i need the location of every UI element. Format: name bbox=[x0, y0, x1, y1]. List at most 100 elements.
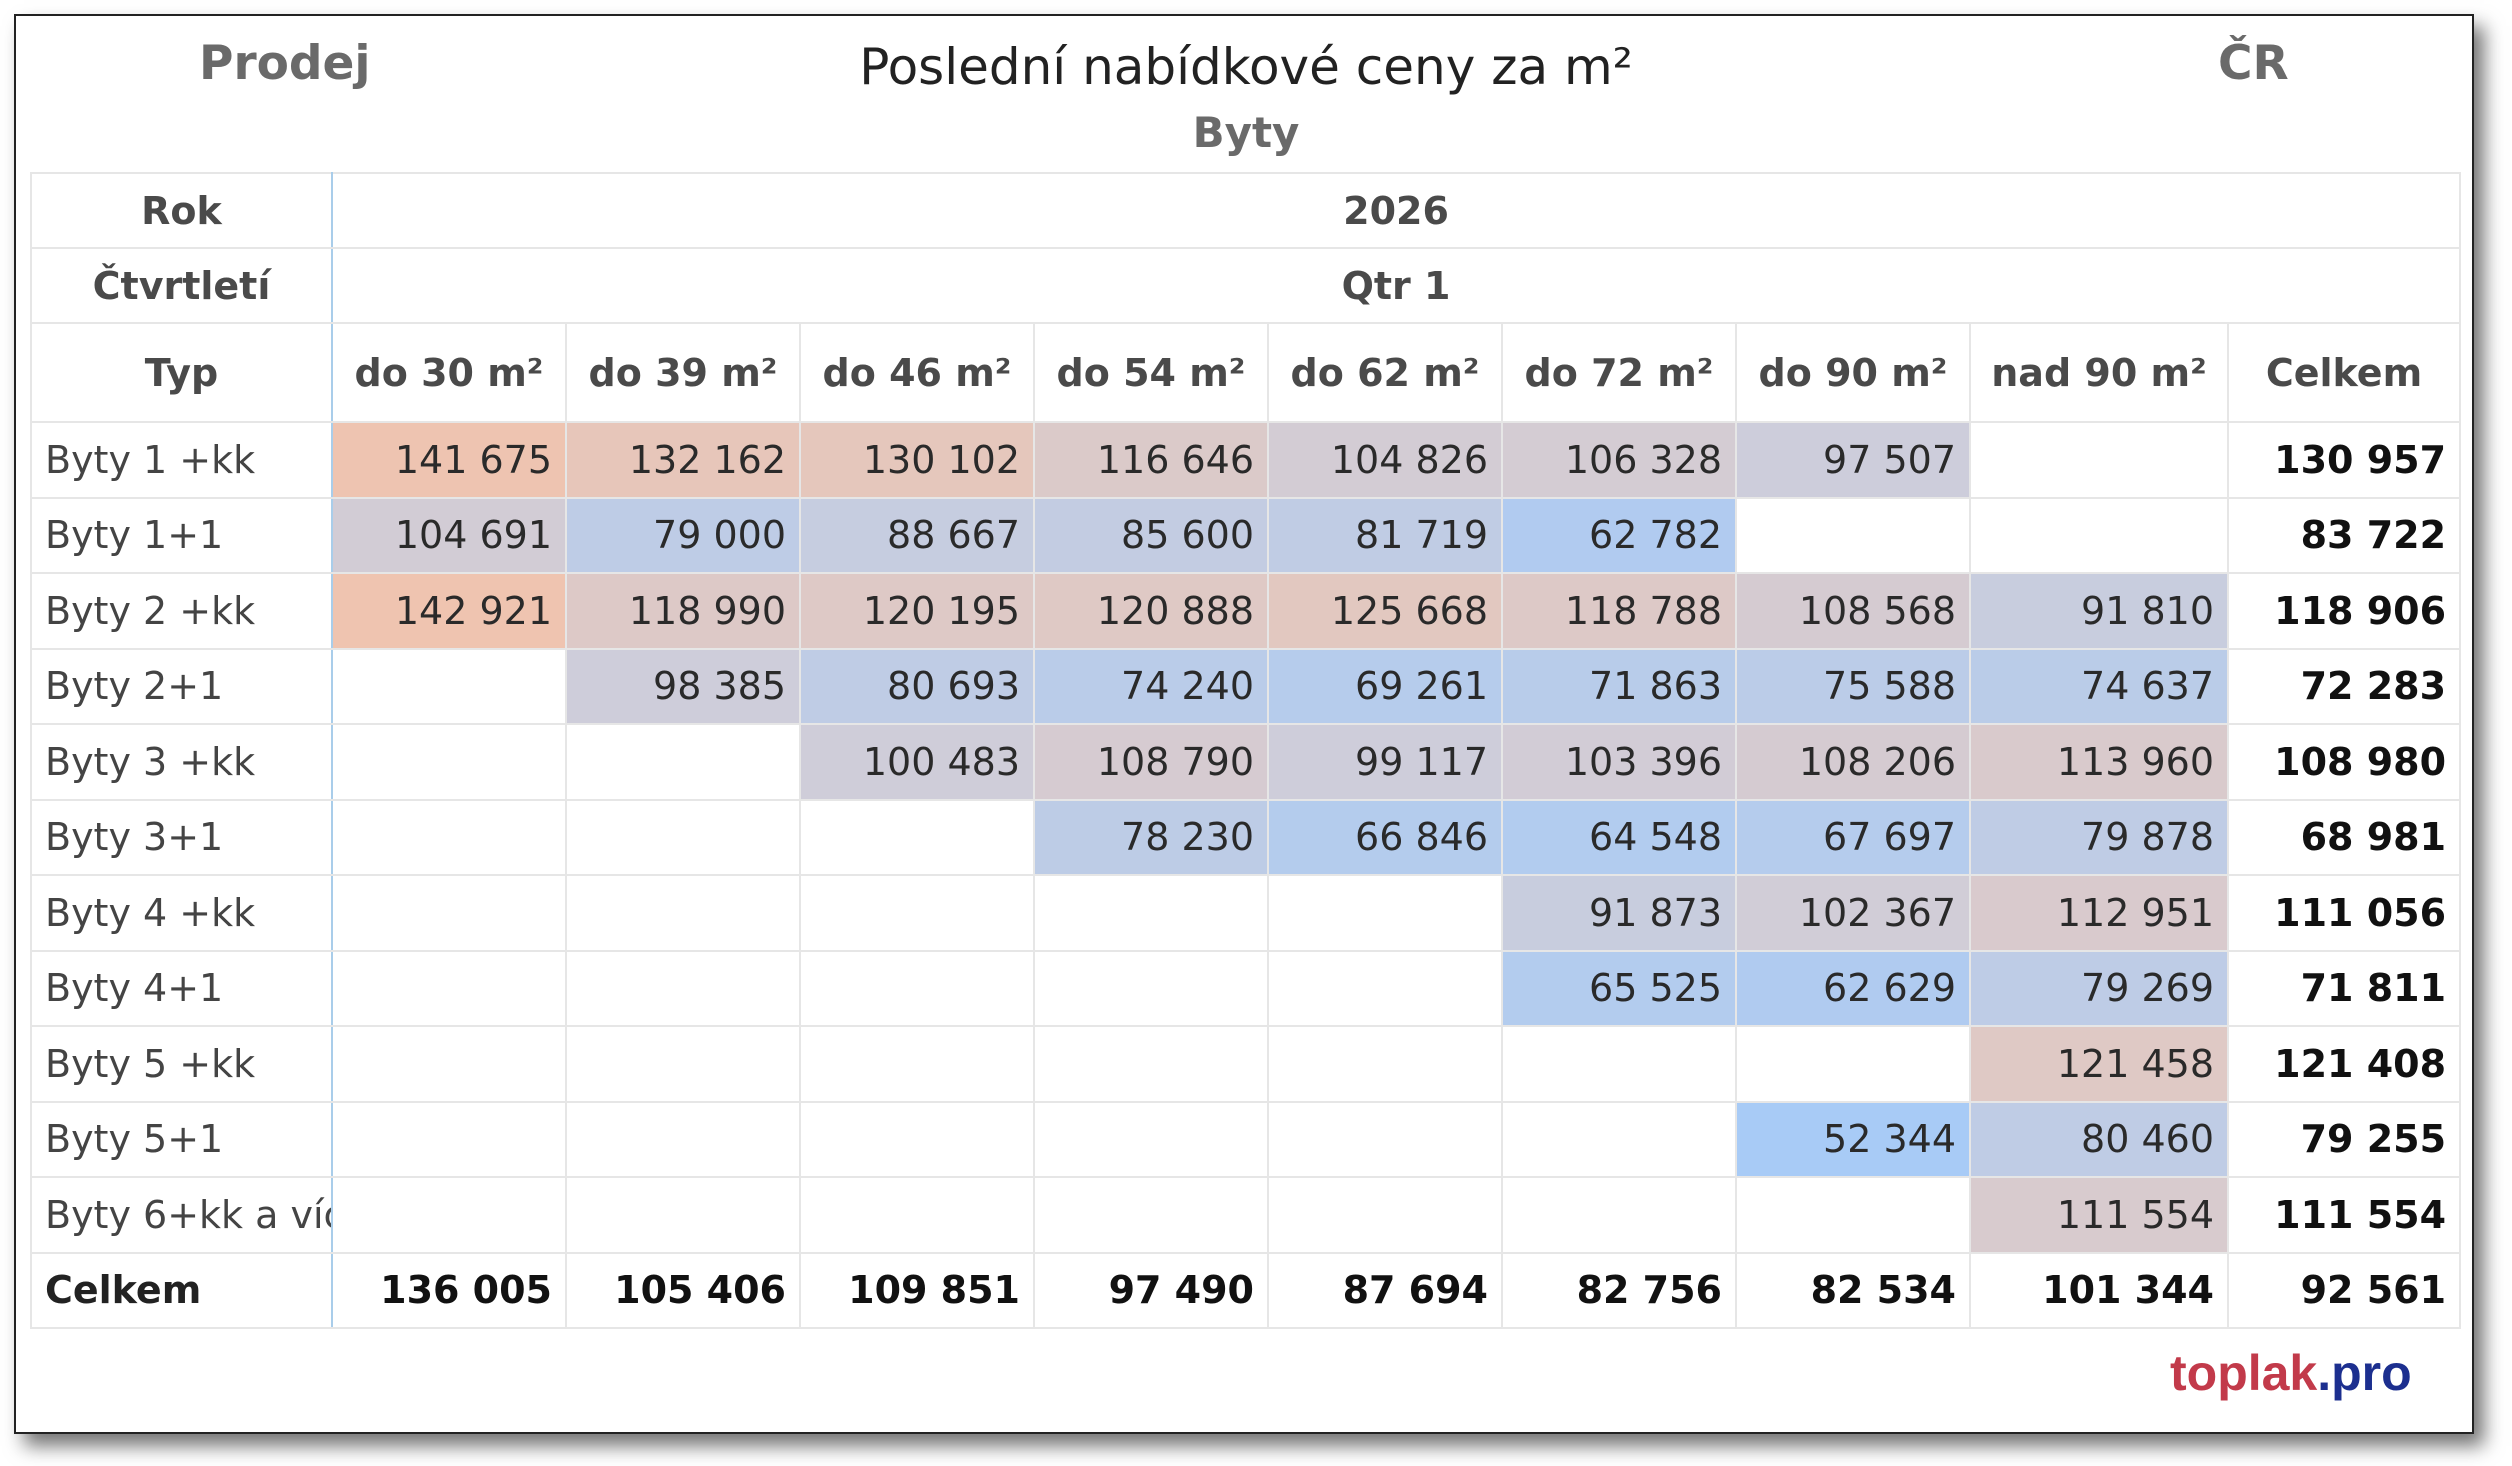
total-row-label: Celkem bbox=[30, 1251, 333, 1329]
price-cell: 108 206 bbox=[1735, 723, 1971, 801]
table-row: Byty 5+1 52 344 80 460 79 255 bbox=[30, 1100, 2462, 1178]
price-cell: 81 719 bbox=[1267, 496, 1503, 574]
price-cell: 52 344 bbox=[1735, 1100, 1971, 1178]
price-cell bbox=[331, 1025, 567, 1103]
column-header: do 39 m² bbox=[565, 322, 801, 423]
price-cell bbox=[799, 1025, 1035, 1103]
price-cell bbox=[1033, 874, 1269, 952]
price-cell: 120 195 bbox=[799, 572, 1035, 650]
price-cell bbox=[799, 798, 1035, 876]
total-row: Celkem 136 005 105 406 109 851 97 490 87 694 8… bbox=[30, 1251, 2462, 1329]
price-cell: 121 458 bbox=[1969, 1025, 2229, 1103]
row-total-cell: 111 554 bbox=[2226, 1176, 2462, 1254]
price-cell: 65 525 bbox=[1501, 949, 1737, 1027]
column-total-cell: 82 756 bbox=[1501, 1251, 1737, 1329]
price-cell bbox=[331, 647, 567, 725]
price-cell bbox=[565, 1100, 801, 1178]
price-cell: 98 385 bbox=[565, 647, 801, 725]
price-cell: 80 460 bbox=[1969, 1100, 2229, 1178]
column-total-cell: 109 851 bbox=[799, 1251, 1035, 1329]
transaction-type-label: Prodej bbox=[199, 36, 371, 91]
price-cell: 103 396 bbox=[1501, 723, 1737, 801]
price-cell: 69 261 bbox=[1267, 647, 1503, 725]
table-row: Byty 4+1 65 525 62 629 79 269 71 811 bbox=[30, 949, 2462, 1027]
price-cell: 75 588 bbox=[1735, 647, 1971, 725]
column-header: nad 90 m² bbox=[1969, 322, 2229, 423]
row-total-cell: 111 056 bbox=[2226, 874, 2462, 952]
price-cell bbox=[1501, 1176, 1737, 1254]
price-cell: 79 878 bbox=[1969, 798, 2229, 876]
price-cell bbox=[1267, 1025, 1503, 1103]
row-label: Byty 4+1 bbox=[30, 949, 333, 1027]
column-total-cell: 82 534 bbox=[1735, 1251, 1971, 1329]
column-header-row: Typ do 30 m² do 39 m² do 46 m² do 54 m² … bbox=[30, 322, 2462, 423]
row-total-cell: 130 957 bbox=[2226, 421, 2462, 499]
price-cell: 132 162 bbox=[565, 421, 801, 499]
price-cell: 100 483 bbox=[799, 723, 1035, 801]
column-header: do 90 m² bbox=[1735, 322, 1971, 423]
table-row: Byty 2+1 98 385 80 693 74 240 69 261 71 863 75… bbox=[30, 647, 2462, 725]
price-cell bbox=[565, 1176, 801, 1254]
price-cell bbox=[1735, 496, 1971, 574]
row-label: Byty 6+kk a více bbox=[30, 1176, 333, 1254]
price-cell bbox=[565, 949, 801, 1027]
price-cell bbox=[565, 798, 801, 876]
price-cell: 88 667 bbox=[799, 496, 1035, 574]
year-header-row: Rok 2026 bbox=[30, 172, 2462, 249]
row-total-cell: 79 255 bbox=[2226, 1100, 2462, 1178]
type-row-label: Typ bbox=[30, 322, 333, 423]
row-label: Byty 2 +kk bbox=[30, 572, 333, 650]
column-total-cell: 105 406 bbox=[565, 1251, 801, 1329]
price-cell bbox=[1735, 1176, 1971, 1254]
price-cell bbox=[1735, 1025, 1971, 1103]
price-cell: 80 693 bbox=[799, 647, 1035, 725]
row-label: Byty 4 +kk bbox=[30, 874, 333, 952]
row-label: Byty 1 +kk bbox=[30, 421, 333, 499]
price-cell bbox=[331, 1176, 567, 1254]
row-total-cell: 72 283 bbox=[2226, 647, 2462, 725]
region-label: ČR bbox=[2218, 36, 2289, 91]
report-card: Prodej Poslední nabídkové ceny za m² Byt… bbox=[14, 14, 2474, 1434]
price-cell: 142 921 bbox=[331, 572, 567, 650]
price-cell: 111 554 bbox=[1969, 1176, 2229, 1254]
table-row: Byty 4 +kk 91 873 102 367 112 951 111 056 bbox=[30, 874, 2462, 952]
brand-name: toplak bbox=[2170, 1345, 2318, 1401]
row-total-cell: 68 981 bbox=[2226, 798, 2462, 876]
price-cell bbox=[799, 874, 1035, 952]
row-label: Byty 1+1 bbox=[30, 496, 333, 574]
price-cell: 91 873 bbox=[1501, 874, 1737, 952]
column-total-cell: 87 694 bbox=[1267, 1251, 1503, 1329]
price-cell: 125 668 bbox=[1267, 572, 1503, 650]
price-cell bbox=[565, 723, 801, 801]
price-cell: 104 691 bbox=[331, 496, 567, 574]
table-row: Byty 2 +kk 142 921 118 990 120 195 120 888 12… bbox=[30, 572, 2462, 650]
price-cell bbox=[1033, 1100, 1269, 1178]
price-cell bbox=[1033, 1025, 1269, 1103]
price-cell: 130 102 bbox=[799, 421, 1035, 499]
price-cell bbox=[331, 874, 567, 952]
price-cell: 108 790 bbox=[1033, 723, 1269, 801]
price-cell bbox=[1267, 874, 1503, 952]
price-cell: 67 697 bbox=[1735, 798, 1971, 876]
table-row: Byty 3 +kk 100 483 108 790 99 117 103 396 108… bbox=[30, 723, 2462, 801]
column-header: do 46 m² bbox=[799, 322, 1035, 423]
brand-logo: toplak.pro bbox=[2170, 1344, 2412, 1402]
price-cell: 141 675 bbox=[331, 421, 567, 499]
price-cell bbox=[331, 949, 567, 1027]
table-row: Byty 5 +kk 121 458 121 408 bbox=[30, 1025, 2462, 1103]
column-header: do 54 m² bbox=[1033, 322, 1269, 423]
brand-domain: .pro bbox=[2317, 1345, 2412, 1401]
table-row: Byty 1+1 104 691 79 000 88 667 85 600 81 719 6… bbox=[30, 496, 2462, 574]
column-header: do 62 m² bbox=[1267, 322, 1503, 423]
price-cell bbox=[331, 1100, 567, 1178]
column-total-cell: 92 561 bbox=[2226, 1251, 2462, 1329]
column-header: do 30 m² bbox=[331, 322, 567, 423]
price-cell bbox=[565, 874, 801, 952]
quarter-value: Qtr 1 bbox=[330, 247, 2462, 324]
price-cell: 118 788 bbox=[1501, 572, 1737, 650]
column-header: do 72 m² bbox=[1501, 322, 1737, 423]
row-label: Byty 3 +kk bbox=[30, 723, 333, 801]
column-total-cell: 97 490 bbox=[1033, 1251, 1269, 1329]
row-total-cell: 71 811 bbox=[2226, 949, 2462, 1027]
price-cell bbox=[1501, 1100, 1737, 1178]
